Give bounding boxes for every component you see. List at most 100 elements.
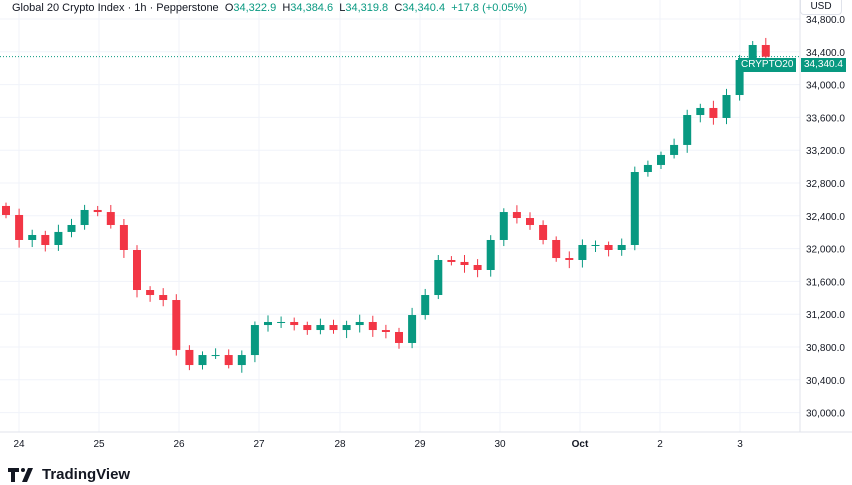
candle-body bbox=[93, 209, 102, 213]
candle-body bbox=[486, 239, 495, 271]
y-tick-label: 33,200.0 bbox=[806, 146, 845, 157]
y-tick-label: 34,400.0 bbox=[806, 48, 845, 59]
x-tick-label: 2 bbox=[657, 439, 663, 450]
y-tick-label: 31,600.0 bbox=[806, 277, 845, 288]
y-tick-label: 32,800.0 bbox=[806, 179, 845, 190]
candle-body bbox=[146, 290, 155, 296]
candle-body bbox=[80, 209, 89, 225]
candle-body bbox=[395, 331, 403, 343]
high-label: H bbox=[282, 2, 291, 14]
symbol-header: Global 20 Crypto Index · 1h · Pepperston… bbox=[12, 2, 527, 14]
candle-body bbox=[643, 164, 652, 173]
candle-body bbox=[316, 325, 325, 331]
x-tick-label: 3 bbox=[737, 439, 743, 450]
candle-body bbox=[119, 224, 128, 250]
candle-body bbox=[368, 321, 377, 331]
low-label: L bbox=[339, 2, 346, 14]
candle-body bbox=[722, 95, 731, 118]
candle-body bbox=[185, 349, 194, 366]
candle-body bbox=[512, 212, 521, 219]
x-tick-label: 27 bbox=[253, 439, 265, 450]
x-tick-label: 25 bbox=[93, 439, 105, 450]
candle-body bbox=[15, 214, 24, 240]
y-tick-label: 31,200.0 bbox=[806, 310, 845, 321]
y-tick-label: 34,800.0 bbox=[806, 15, 845, 26]
candle-body bbox=[578, 244, 587, 260]
candle-body bbox=[552, 239, 561, 259]
open-value: 34,322.9 bbox=[233, 2, 277, 14]
candle-body bbox=[250, 325, 259, 356]
candle-body bbox=[342, 325, 351, 331]
x-tick-label: 26 bbox=[173, 439, 185, 450]
candle-body bbox=[329, 325, 338, 331]
candle-body bbox=[290, 321, 299, 326]
y-tick-label: 32,400.0 bbox=[806, 212, 845, 223]
candle-body bbox=[172, 300, 181, 350]
candle-body bbox=[709, 107, 718, 118]
x-tick-label: 28 bbox=[334, 439, 346, 450]
currency-button[interactable]: USD bbox=[800, 0, 842, 15]
open-label: O bbox=[224, 2, 234, 14]
symbol-title: Global 20 Crypto Index · 1h · Pepperston… bbox=[12, 2, 219, 14]
y-tick-label: 32,000.0 bbox=[806, 245, 845, 256]
candle-body bbox=[211, 355, 220, 357]
close-value: 34,340.4 bbox=[402, 2, 446, 14]
candle-body bbox=[224, 355, 233, 366]
candle-body bbox=[67, 224, 76, 232]
candle-body bbox=[761, 44, 770, 57]
close-label: C bbox=[394, 2, 403, 14]
change-value: +17.8 (+0.05%) bbox=[451, 2, 528, 14]
candle-body bbox=[28, 234, 37, 240]
ticker-label: CRYPTO20 bbox=[738, 58, 797, 72]
y-tick-label: 30,000.0 bbox=[806, 409, 845, 420]
candle-body bbox=[277, 321, 286, 323]
candle-body bbox=[735, 60, 744, 96]
candle-body bbox=[460, 261, 469, 265]
y-tick-label: 30,400.0 bbox=[806, 376, 845, 387]
high-value: 34,384.6 bbox=[290, 2, 334, 14]
candle-body bbox=[381, 330, 390, 332]
last-price-label: 34,340.4 bbox=[801, 58, 846, 72]
brand-name: TradingView bbox=[42, 466, 131, 483]
candle-body bbox=[630, 172, 639, 245]
candle-body bbox=[355, 321, 364, 326]
x-tick-label: 30 bbox=[494, 439, 506, 450]
candle-body bbox=[604, 244, 613, 250]
tradingview-logo-icon bbox=[8, 467, 33, 482]
candle-body bbox=[499, 212, 508, 240]
candle-body bbox=[617, 244, 626, 250]
candle-body bbox=[473, 265, 482, 271]
y-tick-label: 34,000.0 bbox=[806, 81, 845, 92]
candle-body bbox=[264, 321, 272, 326]
candle-body bbox=[447, 259, 456, 262]
low-value: 34,319.8 bbox=[345, 2, 389, 14]
candle-body bbox=[133, 249, 141, 291]
candle-body bbox=[54, 231, 63, 245]
tradingview-logo[interactable]: TradingView bbox=[8, 466, 130, 483]
candle-body bbox=[526, 218, 534, 225]
y-tick-label: 30,800.0 bbox=[806, 343, 845, 354]
y-tick-label: 33,600.0 bbox=[806, 113, 845, 124]
candle-body bbox=[41, 234, 50, 245]
candle-body bbox=[421, 295, 430, 316]
x-tick-label: 24 bbox=[13, 439, 25, 450]
candle-body bbox=[657, 154, 665, 165]
candle-body bbox=[198, 355, 207, 366]
candle-body bbox=[748, 44, 757, 60]
candle-body bbox=[683, 115, 692, 145]
candle-body bbox=[539, 224, 548, 240]
candle-body bbox=[2, 205, 10, 215]
candle-body bbox=[303, 325, 312, 331]
candle-body bbox=[696, 107, 705, 116]
candle-body bbox=[565, 258, 574, 260]
candle-body bbox=[106, 212, 115, 225]
candle-body bbox=[434, 259, 443, 296]
x-tick-label: Oct bbox=[572, 439, 589, 450]
candle-body bbox=[408, 315, 417, 343]
candle-body bbox=[591, 244, 600, 246]
candle-body bbox=[159, 295, 168, 301]
x-tick-label: 29 bbox=[414, 439, 426, 450]
candle-body bbox=[670, 144, 679, 155]
candle-body bbox=[237, 355, 246, 366]
